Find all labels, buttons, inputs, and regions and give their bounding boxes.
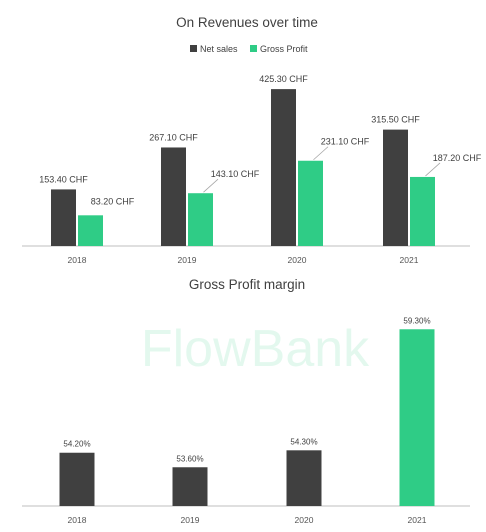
- gross-profit-leader-2021: [425, 162, 441, 177]
- gross-profit-bar-2018: [78, 215, 103, 246]
- revenue-x-tick-2018: 2018: [68, 255, 87, 265]
- legend: Net sales Gross Profit: [190, 44, 308, 54]
- gross-profit-leader-2019: [203, 178, 219, 193]
- margin-x-tick-2021: 2021: [408, 515, 427, 525]
- net-sales-bar-2020: [271, 89, 296, 246]
- net-sales-label-2018: 153.40 CHF: [39, 174, 88, 184]
- margin-bar-2018: [59, 452, 95, 506]
- legend-net-sales-swatch: [190, 45, 197, 52]
- margin-bar-2021: [399, 329, 435, 506]
- legend-gross-profit-label: Gross Profit: [260, 44, 308, 54]
- gross-profit-label-2020: 231.10 CHF: [321, 137, 370, 147]
- revenue-chart: On Revenues over time Net sales Gross Pr…: [22, 15, 482, 265]
- net-sales-bar-2021: [383, 129, 408, 246]
- net-sales-label-2021: 315.50 CHF: [371, 115, 420, 125]
- net-sales-label-2019: 267.10 CHF: [149, 132, 198, 142]
- gross-profit-leader-2020: [313, 146, 329, 161]
- revenue-x-tick-2019: 2019: [178, 255, 197, 265]
- legend-gross-profit-swatch: [250, 45, 257, 52]
- margin-bar-2019: [172, 467, 208, 506]
- flowbank-watermark: FlowBank: [141, 320, 370, 378]
- margin-label-2018: 54.20%: [63, 440, 90, 449]
- revenue-x-tick-2020: 2020: [288, 255, 307, 265]
- margin-bar-2020: [286, 450, 322, 506]
- margin-x-tick-2019: 2019: [181, 515, 200, 525]
- gross-profit-bar-2021: [410, 176, 435, 246]
- net-sales-label-2020: 425.30 CHF: [259, 74, 308, 84]
- legend-net-sales-label: Net sales: [200, 44, 238, 54]
- margin-label-2021: 59.30%: [403, 316, 430, 325]
- gross-profit-bar-2020: [298, 160, 323, 246]
- gross-profit-label-2021: 187.20 CHF: [433, 153, 482, 163]
- margin-x-tick-2020: 2020: [295, 515, 314, 525]
- revenue-x-tick-2021: 2021: [400, 255, 419, 265]
- gross-profit-label-2019: 143.10 CHF: [211, 169, 260, 179]
- revenue-chart-title: On Revenues over time: [176, 15, 318, 30]
- margin-chart-title: Gross Profit margin: [189, 277, 305, 292]
- margin-chart: Gross Profit margin FlowBank 54.20% 2018 5…: [22, 277, 470, 525]
- net-sales-bar-2018: [51, 189, 76, 246]
- margin-label-2019: 53.60%: [176, 454, 203, 463]
- net-sales-bar-2019: [161, 147, 186, 246]
- gross-profit-label-2018: 83.20 CHF: [91, 196, 135, 206]
- margin-x-tick-2018: 2018: [68, 515, 87, 525]
- margin-label-2020: 54.30%: [290, 437, 317, 446]
- gross-profit-bar-2019: [188, 193, 213, 246]
